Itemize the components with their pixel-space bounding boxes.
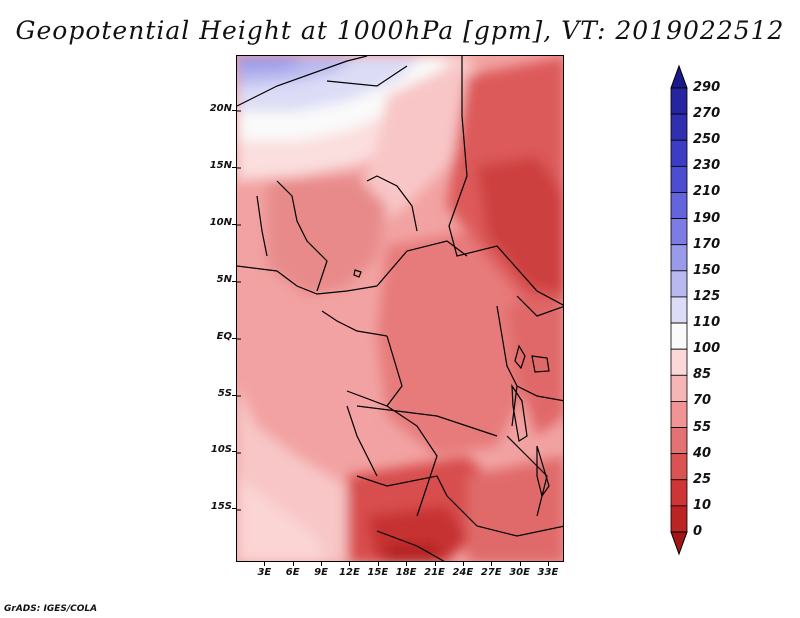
colorbar-segment	[670, 453, 688, 481]
colorbar-segment	[670, 374, 688, 402]
lat-label: 20N	[209, 102, 232, 114]
colorbar-top-arrow	[670, 64, 688, 89]
lon-label: 24E	[452, 567, 474, 578]
lat-label: 15S	[210, 501, 232, 513]
lon-tick	[406, 562, 408, 566]
lat-tick	[232, 280, 236, 282]
colorbar-segment	[670, 270, 688, 298]
lat-label: 15N	[209, 159, 232, 171]
map-title: Geopotential Height at 1000hPa [gpm], VT…	[15, 16, 785, 45]
colorbar-segment	[670, 348, 688, 376]
colorbar-segment	[670, 165, 688, 193]
colorbar-segment	[670, 192, 688, 219]
lon-label: 12E	[339, 567, 360, 578]
colorbar-label: 150	[693, 262, 721, 278]
colorbar-segment	[670, 244, 688, 272]
lon-label: 27E	[480, 567, 502, 578]
colorbar-label: 250	[693, 132, 721, 148]
map-plot	[237, 56, 563, 561]
colorbar-segment	[670, 427, 688, 455]
colorbar-segment	[670, 322, 688, 350]
colorbar-label: 85	[693, 367, 712, 383]
colorbar-segment	[670, 505, 688, 533]
lon-tick	[349, 562, 351, 566]
colorbar-label: 270	[693, 106, 721, 122]
colorbar-segment	[670, 87, 688, 115]
colorbar-label: 125	[693, 288, 721, 304]
colorbar-label: 170	[693, 236, 721, 252]
colorbar-segment	[670, 479, 688, 507]
lat-tick	[232, 337, 236, 339]
height-field-contours	[237, 56, 563, 561]
lat-label: 10N	[209, 216, 232, 228]
lat-label: 5N	[216, 273, 232, 285]
lat-tick	[232, 451, 236, 453]
colorbar-label: 210	[693, 184, 721, 200]
colorbar-segment	[670, 296, 688, 324]
lon-tick	[321, 562, 323, 566]
map-panel	[236, 55, 564, 562]
lon-tick	[434, 562, 436, 566]
colorbar-label: 110	[693, 315, 721, 331]
lon-label: 21E	[424, 567, 445, 578]
colorbar-label: 10	[693, 497, 712, 513]
colorbar-label: 290	[693, 80, 721, 95]
colorbar-segment	[670, 401, 688, 428]
lat-tick	[232, 508, 236, 510]
lat-label: 10S	[210, 444, 232, 456]
colorbar-label: 100	[693, 341, 721, 357]
lon-tick	[519, 562, 521, 566]
colorbar-label: 230	[693, 158, 721, 174]
colorbar-label: 70	[693, 393, 712, 409]
lon-label: 3E	[257, 567, 272, 578]
lon-tick	[491, 562, 493, 566]
frame-ticks	[237, 110, 241, 511]
lat-tick	[232, 166, 236, 168]
lat-label: 5S	[217, 387, 232, 399]
colorbar-bottom-arrow	[670, 531, 688, 556]
lon-label: 9E	[314, 567, 328, 578]
lon-tick	[264, 562, 266, 566]
colorbar-label: 0	[693, 524, 703, 539]
lakes	[353, 269, 550, 498]
grads-credit: GrADS: IGES/COLA	[4, 604, 98, 614]
lat-tick	[232, 394, 236, 396]
lon-label: 15E	[367, 567, 389, 578]
lat-label: EQ	[216, 330, 232, 342]
colorbar-label: 55	[693, 419, 712, 435]
colorbar	[670, 64, 688, 556]
lon-label: 6E	[285, 567, 300, 578]
colorbar-segment	[670, 218, 688, 246]
lon-label: 30E	[509, 567, 530, 578]
lat-tick	[232, 223, 236, 225]
lon-tick	[292, 562, 294, 566]
lon-tick	[547, 562, 549, 566]
colorbar-label: 190	[693, 210, 721, 226]
colorbar-segment	[670, 139, 688, 167]
lon-label: 18E	[395, 567, 417, 578]
lon-tick	[377, 562, 379, 566]
colorbar-label: 25	[693, 471, 712, 487]
colorbar-segment	[670, 113, 688, 141]
lon-tick	[462, 562, 464, 566]
colorbar-label: 40	[693, 445, 712, 461]
lon-label: 33E	[537, 567, 559, 578]
lat-tick	[232, 109, 236, 111]
